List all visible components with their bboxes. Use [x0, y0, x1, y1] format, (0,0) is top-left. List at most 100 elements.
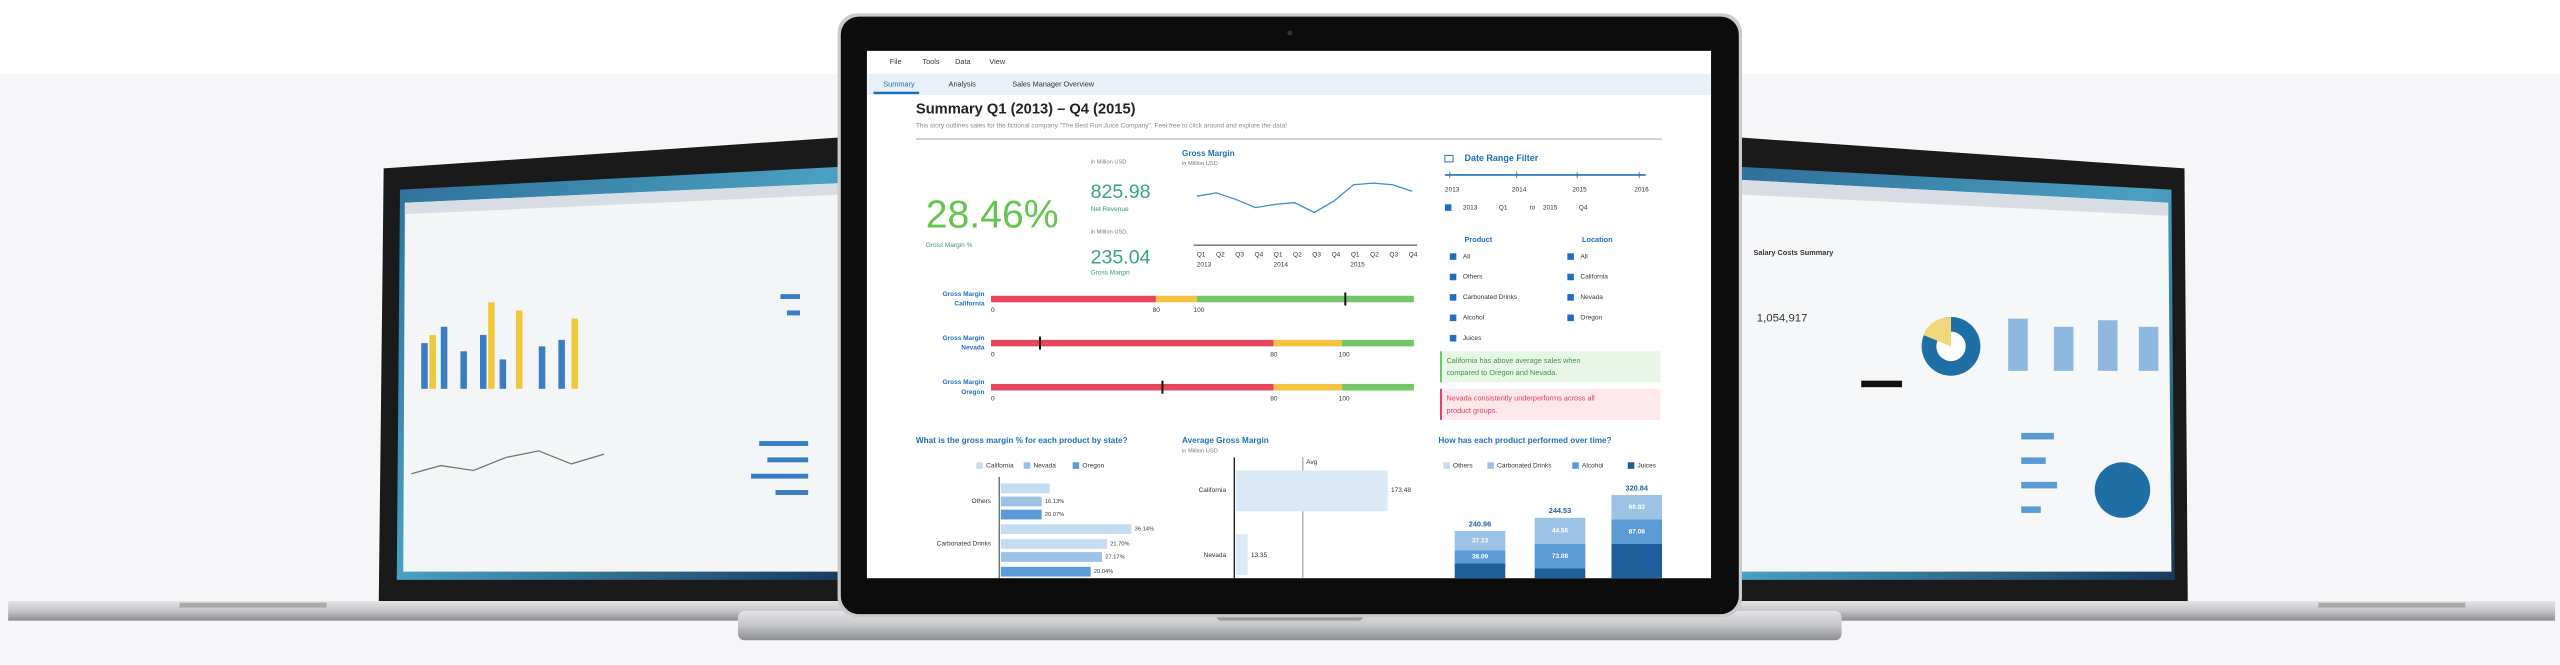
tick-label: 0: [991, 351, 995, 358]
list-item: California: [1580, 274, 1608, 281]
center-laptop: [737, 13, 1842, 641]
segment-label: 69.83: [1629, 504, 1646, 511]
bar-segment: [1534, 517, 1586, 544]
bar-segment: [1454, 530, 1506, 551]
x-label: Q2: [1216, 252, 1225, 259]
segment-label: 37.13: [1472, 537, 1489, 544]
note-text: California has above average sales when: [1447, 356, 1581, 365]
filter-value: to: [1530, 204, 1536, 211]
list-item: Nevada: [1580, 294, 1603, 301]
bar-segment: [1454, 550, 1506, 564]
menu-item[interactable]: Data: [955, 57, 971, 66]
bullet-range: [991, 339, 1274, 347]
menu-item[interactable]: File: [890, 57, 902, 66]
bullet-range: [1273, 339, 1343, 347]
category-label: California: [1199, 487, 1227, 494]
bullet-label: Oregon: [961, 389, 984, 396]
category-label: Others: [971, 498, 991, 505]
x-label: Q2: [1370, 252, 1379, 259]
total-label: 320.84: [1626, 483, 1649, 492]
unit: in Million USD: [1091, 230, 1127, 236]
list-item: Oregon: [1580, 315, 1602, 322]
x-label: Q1: [1197, 252, 1206, 259]
bullet-range: [991, 295, 1156, 303]
year-label: 2014: [1512, 186, 1527, 193]
checkbox: [1444, 204, 1452, 211]
year-label: 2013: [1445, 186, 1460, 193]
bar-label: 36.14%: [1135, 527, 1154, 533]
tab[interactable]: Analysis: [949, 79, 977, 88]
unit: in Million USD: [1182, 161, 1218, 167]
segment-label: 38.09: [1472, 554, 1489, 561]
kpi-value: 1,054,917: [1757, 313, 1808, 325]
bullet-range: [1342, 339, 1414, 347]
list-item: All: [1580, 253, 1588, 260]
bullet-label: Gross Margin: [942, 335, 984, 342]
legend-label: Carbonated Drinks: [1497, 462, 1552, 469]
x-label: Q4: [1255, 252, 1264, 259]
x-label: Q3: [1389, 252, 1398, 259]
x-label: Q3: [1312, 252, 1321, 259]
bar: [1000, 483, 1050, 494]
checkbox[interactable]: [1449, 294, 1457, 301]
tick-label: 80: [1270, 351, 1278, 358]
kpi-label: Gross Margin: [1091, 270, 1130, 277]
tick-label: 100: [1339, 351, 1350, 358]
category-label: Nevada: [1204, 552, 1227, 559]
filter-value: Q4: [1579, 204, 1588, 211]
note-bar: [1440, 351, 1442, 383]
note-box: [1440, 388, 1661, 420]
x-label: Q4: [1332, 252, 1341, 259]
checkbox[interactable]: [1567, 273, 1574, 281]
bullet-marker: [1161, 380, 1164, 394]
note-bar: [1440, 388, 1442, 420]
x-label: 2014: [1273, 261, 1288, 268]
tab[interactable]: Summary: [883, 79, 915, 88]
bar-label: 27.17%: [1105, 555, 1124, 561]
bar: [1000, 552, 1103, 562]
checkbox[interactable]: [1449, 314, 1457, 322]
menu-item[interactable]: Tools: [922, 57, 939, 66]
legend-label: Alcohol: [1582, 462, 1604, 469]
filter-value: 2013: [1463, 204, 1478, 211]
chart-title: Gross Margin: [1182, 149, 1235, 158]
note-text: product groups.: [1447, 406, 1498, 415]
kpi-label: Net Revenue: [1091, 206, 1129, 213]
tick-label: 80: [1153, 307, 1161, 314]
menu-item[interactable]: View: [989, 57, 1005, 66]
bar-label: 13.35: [1251, 552, 1268, 559]
checkbox[interactable]: [1567, 253, 1574, 260]
bullet-range: [1273, 383, 1343, 391]
segment-label: 73.08: [1552, 553, 1569, 560]
bar: [1000, 496, 1042, 507]
left-laptop: [8, 137, 845, 621]
bullet-range: [991, 383, 1274, 391]
checkbox[interactable]: [1567, 314, 1574, 322]
bar: [1235, 470, 1388, 512]
tab[interactable]: Sales Manager Overview: [1012, 79, 1095, 88]
tick-label: 0: [991, 395, 995, 402]
bar-segment: [1534, 543, 1586, 569]
checkbox[interactable]: [1449, 273, 1457, 281]
x-label: Q3: [1235, 252, 1244, 259]
bullet-label: Gross Margin: [942, 291, 984, 298]
bar-label: 173.48: [1391, 487, 1411, 494]
note-box: [1440, 351, 1661, 383]
legend-swatch: [1072, 462, 1080, 469]
year-label: 2015: [1572, 186, 1587, 193]
chart-title: Average Gross Margin: [1182, 436, 1269, 445]
kpi-value: 235.04: [1091, 246, 1151, 268]
checkbox[interactable]: [1449, 253, 1457, 260]
bullet-label: Nevada: [961, 345, 985, 352]
segment-label: 44.56: [1552, 528, 1569, 535]
checkbox[interactable]: [1449, 334, 1457, 342]
note-text: compared to Oregon and Nevada.: [1447, 368, 1558, 377]
checkbox[interactable]: [1567, 294, 1574, 301]
chart-title: How has each product performed over time…: [1438, 436, 1611, 445]
x-label: 2015: [1350, 261, 1365, 268]
kpi-label: Gross Margin %: [926, 242, 973, 249]
tick-label: 0: [991, 307, 995, 314]
story-title: Summary Q1 (2013) – Q4 (2015): [916, 102, 1136, 118]
filter-value: Q1: [1499, 204, 1508, 211]
bar: [1000, 566, 1091, 577]
